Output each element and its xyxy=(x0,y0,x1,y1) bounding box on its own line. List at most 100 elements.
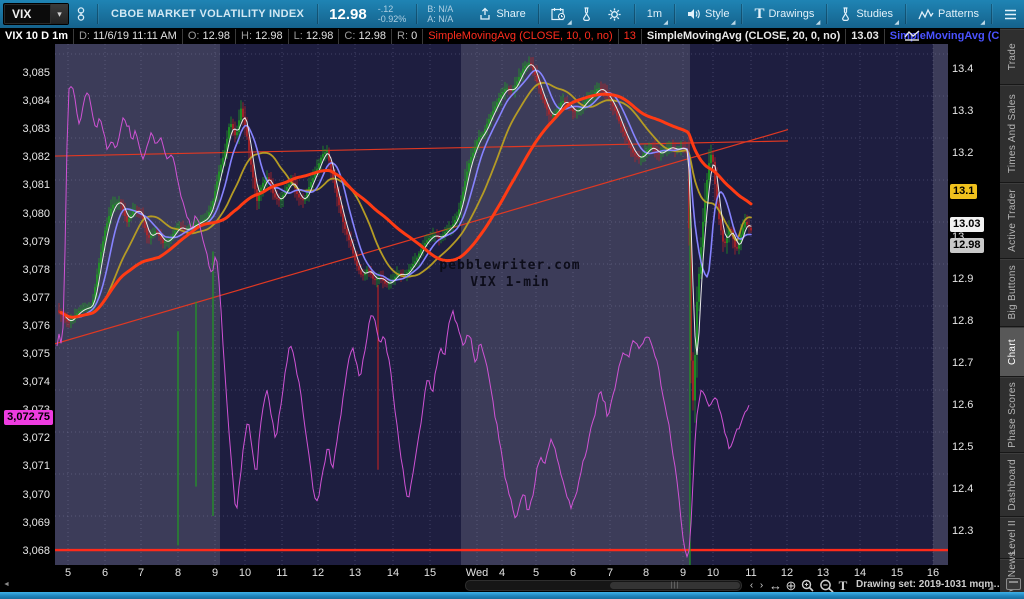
candle-body xyxy=(586,99,588,102)
candle-body xyxy=(650,147,652,149)
drawing-set-status[interactable]: Drawing set: 2019-1031 mqm… xyxy=(856,579,1004,590)
candle-body xyxy=(174,230,176,235)
candle-body xyxy=(164,241,166,243)
toolbar-divider xyxy=(416,4,418,24)
candle-body xyxy=(156,231,158,233)
candle-body xyxy=(452,224,454,227)
zoom-out-icon[interactable] xyxy=(818,579,836,593)
candle-body xyxy=(162,239,164,243)
candle-body xyxy=(340,205,342,214)
right-price-axis[interactable]: 13.413.313.213.11312.912.812.712.612.512… xyxy=(948,44,1000,565)
candle-body xyxy=(140,212,142,214)
candle-body xyxy=(314,173,316,178)
quick-study-button[interactable] xyxy=(573,0,600,28)
candle-body xyxy=(526,64,528,66)
fit-width-icon[interactable]: ↔ xyxy=(769,578,782,593)
chart-settings-button[interactable] xyxy=(600,0,629,28)
candle-body xyxy=(302,198,304,201)
symbol-dropdown[interactable]: VIX ▾ xyxy=(3,3,69,25)
chart-mode-icon[interactable] xyxy=(903,29,921,47)
candle-body xyxy=(284,190,286,195)
chevron-down-icon[interactable]: ▾ xyxy=(50,4,68,24)
left-price-axis[interactable]: 3,085 3,084 3,083 3,082 3,081 3,080 3,079 3,078… xyxy=(0,44,55,565)
candle-body xyxy=(626,135,628,141)
zoom-in-icon[interactable] xyxy=(800,579,816,592)
candle-body xyxy=(58,310,60,313)
candle-body xyxy=(222,157,224,165)
sidebar-tab-dashboard[interactable]: Dashboard xyxy=(1000,452,1024,516)
candle-body xyxy=(444,231,446,235)
trendline[interactable] xyxy=(55,140,789,157)
sidebar-tab-phase-scores[interactable]: Phase Scores xyxy=(1000,376,1024,452)
studies-button[interactable]: Studies ◢ xyxy=(832,0,900,28)
sidebar-tab-active-trader[interactable]: Active Trader xyxy=(1000,182,1024,258)
candle-body xyxy=(154,231,156,234)
candle-body xyxy=(428,238,430,241)
chart-scrollbar[interactable]: ||| xyxy=(465,580,742,591)
candle-body xyxy=(724,241,726,243)
time-axis-tick: 6 xyxy=(569,567,577,579)
candle-body xyxy=(88,307,90,308)
candle-body xyxy=(738,243,740,249)
calendar-clock-button[interactable]: ◢ xyxy=(544,0,573,28)
candle-body xyxy=(426,240,428,243)
candle-body xyxy=(86,307,88,309)
sidebar-tab-level-ii[interactable]: Level II xyxy=(1000,516,1024,558)
candle-body xyxy=(92,299,94,307)
scroll-back-button[interactable]: ‹ xyxy=(749,580,754,591)
candle-body xyxy=(398,273,400,274)
symbol-link-icon[interactable] xyxy=(76,6,86,22)
menu-button[interactable] xyxy=(997,0,1024,28)
candle-body xyxy=(416,257,418,262)
candle-body xyxy=(546,104,548,110)
candle-body xyxy=(100,252,102,263)
time-axis[interactable]: ◄ ||| ‹ › ↔ ⊕ T Drawing set: 2019-10 xyxy=(0,565,1004,593)
left-axis-tick: 3,079 xyxy=(22,235,50,248)
candle-body xyxy=(466,171,468,182)
candle-body xyxy=(728,229,730,235)
left-expander-icon[interactable]: ◄ xyxy=(3,581,10,588)
sidebar-tab-chart[interactable]: Chart xyxy=(1000,326,1024,376)
candle-body xyxy=(266,177,268,180)
chart-watermark: pebblewriter.com VIX 1-min xyxy=(395,257,625,291)
left-axis-tick: 3,072 xyxy=(22,432,50,445)
candle-body xyxy=(458,209,460,216)
scroll-forward-button[interactable]: › xyxy=(759,580,764,591)
candle-body xyxy=(520,72,522,78)
timeframe-button[interactable]: 1m ◢ xyxy=(640,0,669,28)
sma-10-white xyxy=(60,64,752,355)
candle-body xyxy=(584,101,586,105)
time-axis-tick: 12 xyxy=(780,567,794,579)
trendline[interactable] xyxy=(55,129,789,345)
toolbar-divider xyxy=(905,4,907,24)
ohlc-label: L: xyxy=(293,29,306,42)
text-tool-icon[interactable]: T xyxy=(838,577,848,593)
panel-toggle-icon[interactable] xyxy=(1006,578,1021,590)
price-chart-canvas[interactable] xyxy=(55,44,948,565)
candle-body xyxy=(206,217,208,219)
share-button[interactable]: Share xyxy=(471,0,532,28)
candle-body xyxy=(382,278,384,281)
patterns-button[interactable]: Patterns ◢ xyxy=(911,0,986,28)
ohlc-label: C: xyxy=(344,29,359,42)
drawings-button[interactable]: T Drawings ◢ xyxy=(747,0,821,28)
candle-body xyxy=(130,214,132,219)
scrollbar-handle[interactable]: ||| xyxy=(610,582,740,589)
sidebar-tab-trade[interactable]: Trade xyxy=(1000,28,1024,84)
time-axis-tick: 9 xyxy=(211,567,219,579)
candle-body xyxy=(194,224,196,226)
sidebar-tab-times-and-sales[interactable]: Times And Sales xyxy=(1000,84,1024,182)
sidebar-tab-label: Big Buttons xyxy=(1006,265,1018,320)
candle-body xyxy=(750,227,752,231)
chart-plot[interactable] xyxy=(55,44,948,565)
sidebar-tab-big-buttons[interactable]: Big Buttons xyxy=(1000,258,1024,326)
candle-body xyxy=(220,164,222,172)
session-band-light xyxy=(933,44,948,565)
crosshair-icon[interactable]: ⊕ xyxy=(785,577,797,593)
candle-body xyxy=(272,186,274,194)
candle-body xyxy=(636,155,638,157)
candle-body xyxy=(338,196,340,206)
candle-body xyxy=(514,85,516,90)
candle-body xyxy=(622,126,624,132)
style-button[interactable]: Style ◢ xyxy=(680,0,736,28)
